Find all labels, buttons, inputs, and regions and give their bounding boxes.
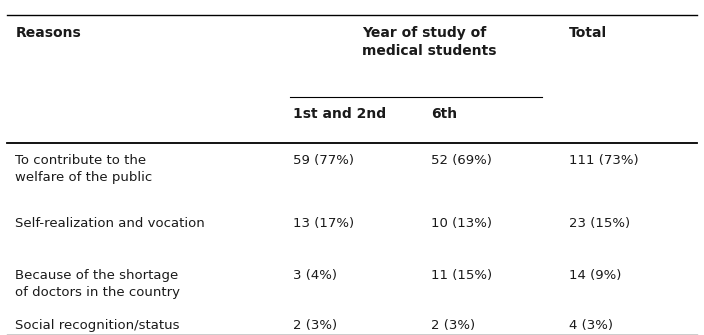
Text: Reasons: Reasons <box>15 26 81 40</box>
Text: 1st and 2nd: 1st and 2nd <box>294 107 386 121</box>
Text: Year of study of
medical students: Year of study of medical students <box>363 26 497 58</box>
Text: 23 (15%): 23 (15%) <box>570 217 631 230</box>
Text: 4 (3%): 4 (3%) <box>570 319 613 332</box>
Text: Because of the shortage
of doctors in the country: Because of the shortage of doctors in th… <box>15 269 180 299</box>
Text: 6th: 6th <box>432 107 458 121</box>
Text: To contribute to the
welfare of the public: To contribute to the welfare of the publ… <box>15 154 153 184</box>
Text: 10 (13%): 10 (13%) <box>432 217 492 230</box>
Text: 111 (73%): 111 (73%) <box>570 154 639 168</box>
Text: 52 (69%): 52 (69%) <box>432 154 492 168</box>
Text: 13 (17%): 13 (17%) <box>294 217 355 230</box>
Text: 59 (77%): 59 (77%) <box>294 154 354 168</box>
Text: Social recognition/status: Social recognition/status <box>15 319 180 332</box>
Text: 2 (3%): 2 (3%) <box>432 319 475 332</box>
Text: 2 (3%): 2 (3%) <box>294 319 337 332</box>
Text: Self-realization and vocation: Self-realization and vocation <box>15 217 205 230</box>
Text: 11 (15%): 11 (15%) <box>432 269 493 282</box>
Text: Total: Total <box>570 26 608 40</box>
Text: 14 (9%): 14 (9%) <box>570 269 622 282</box>
Text: 3 (4%): 3 (4%) <box>294 269 337 282</box>
